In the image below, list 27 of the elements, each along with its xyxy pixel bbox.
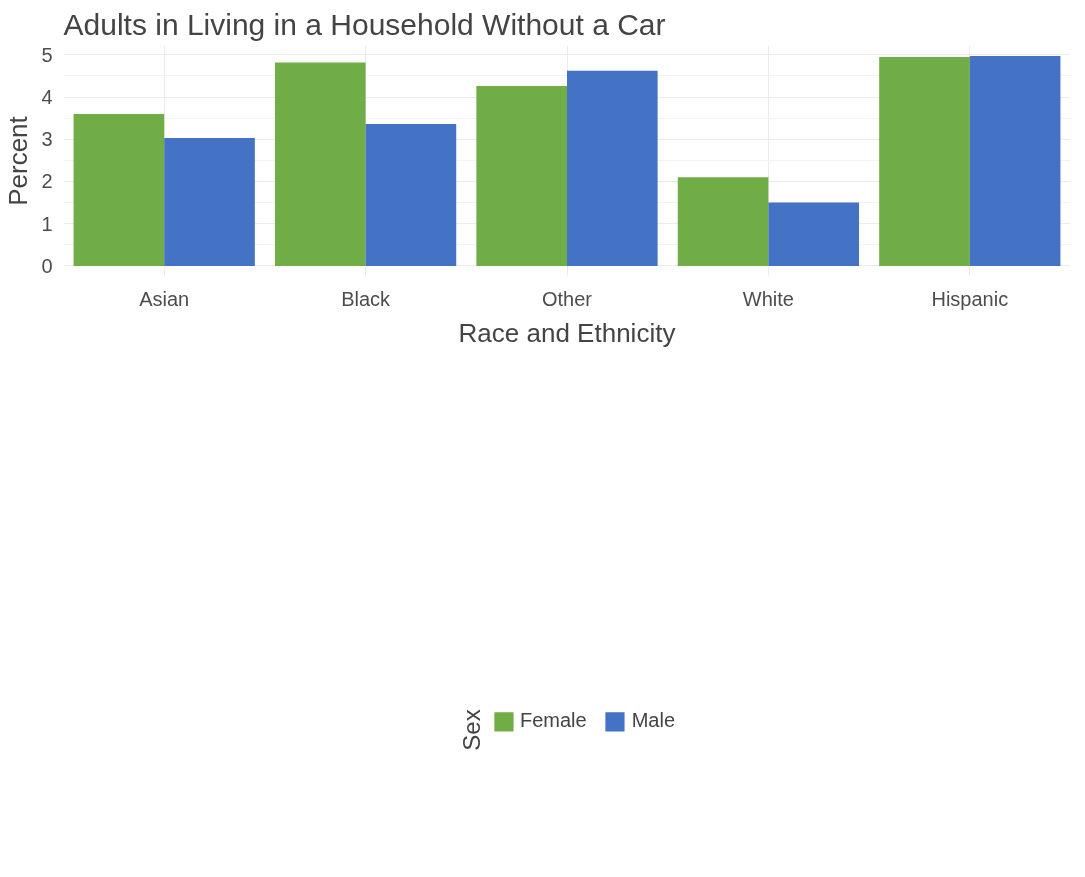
y-tick-label: 0	[41, 254, 53, 277]
legend-label: Female	[519, 709, 587, 733]
y-tick-label: 5	[41, 43, 53, 66]
y-tick-label: 2	[41, 170, 53, 193]
bar	[476, 86, 567, 266]
y-tick-label: 3	[41, 128, 53, 151]
y-tick-label: 1	[41, 212, 53, 235]
bar	[677, 177, 769, 266]
x-axis-title: Race and Ethnicity	[458, 317, 676, 348]
bar	[567, 70, 658, 266]
bar	[768, 202, 860, 266]
x-tick-label: Black	[341, 287, 392, 310]
x-tick-label: Hispanic	[931, 287, 1009, 310]
legend-title: Sex	[457, 708, 486, 751]
bar	[879, 56, 970, 266]
bar	[969, 56, 1061, 266]
x-tick-label: Other	[541, 287, 593, 310]
legend-label: Male	[631, 709, 676, 733]
x-tick-label: White	[742, 287, 794, 310]
bar	[274, 62, 366, 266]
y-tick-label: 4	[41, 86, 53, 109]
bar	[365, 124, 457, 266]
x-tick-label: Asian	[139, 287, 190, 310]
chart-title: Adults in Living in a Household Without a Car	[63, 7, 666, 41]
y-axis-title: Percent	[3, 115, 34, 206]
bar	[73, 113, 165, 266]
bar	[164, 137, 255, 266]
